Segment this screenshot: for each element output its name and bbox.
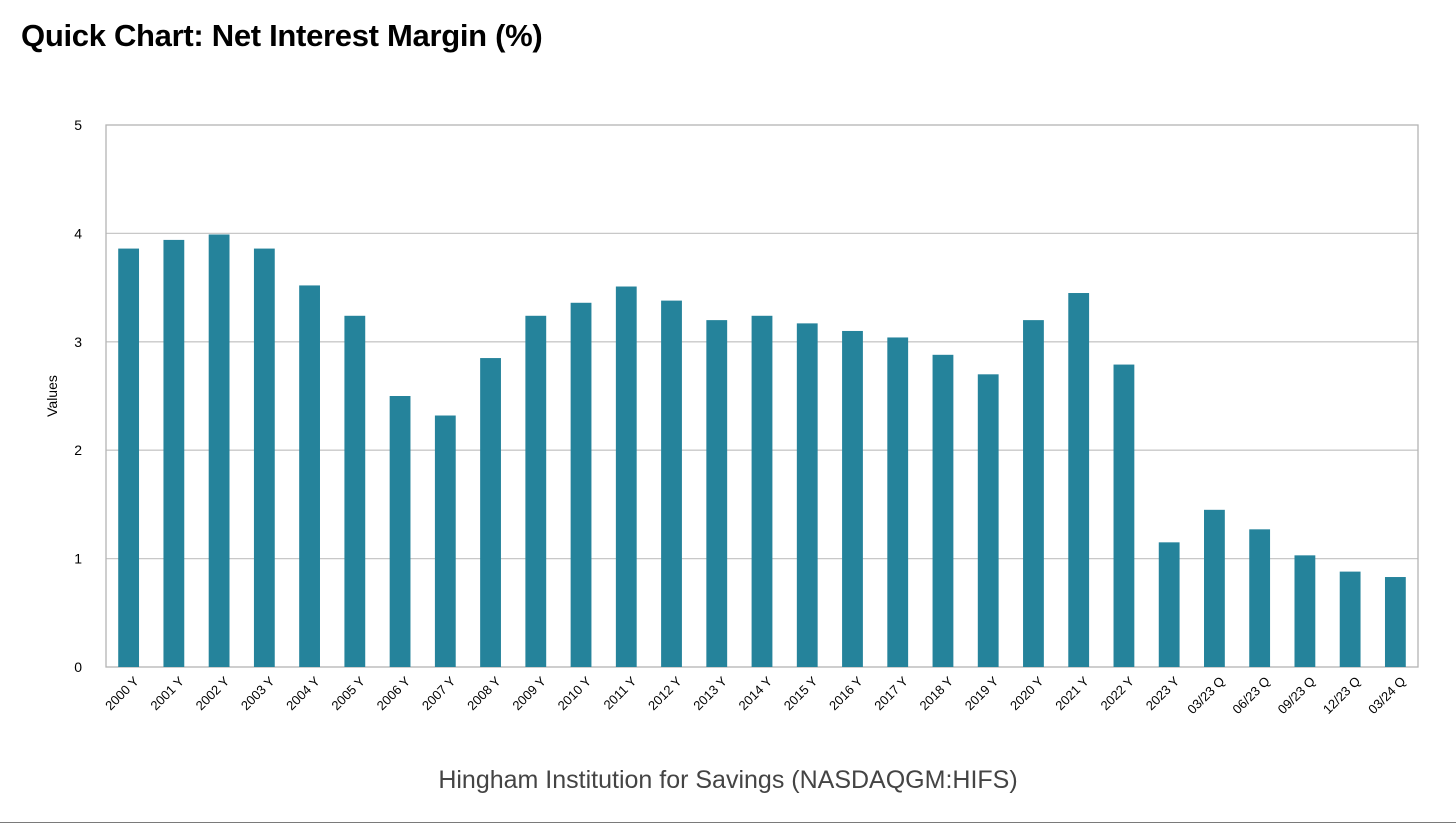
x-tick-label: 2016 Y (826, 673, 866, 713)
x-tick-label: 2002 Y (193, 673, 233, 713)
y-tick-label: 2 (74, 442, 82, 458)
x-tick-label: 09/23 Q (1275, 674, 1318, 717)
y-tick-label: 1 (74, 551, 82, 567)
bar (208, 234, 230, 667)
bar (615, 286, 637, 667)
x-tick-label: 03/24 Q (1365, 674, 1408, 717)
bar (932, 354, 954, 667)
x-tick-label: 2012 Y (645, 673, 685, 713)
x-tick-label: 2011 Y (600, 673, 639, 712)
bar (1113, 364, 1135, 667)
x-tick-label: 03/23 Q (1184, 674, 1227, 717)
bar (1023, 320, 1044, 667)
bar (1249, 529, 1271, 667)
bar (1158, 542, 1180, 667)
bar (344, 315, 366, 667)
bar (299, 285, 320, 667)
chart-title: Quick Chart: Net Interest Margin (%) (21, 18, 543, 53)
x-tick-label: 2003 Y (238, 673, 278, 713)
x-tick-label: 2004 Y (283, 673, 323, 713)
bar (977, 374, 999, 667)
bar (118, 248, 140, 668)
bar (1068, 293, 1090, 667)
x-tick-label: 2005 Y (328, 673, 368, 713)
x-tick-label: 2018 Y (917, 673, 957, 713)
bar (389, 396, 411, 667)
x-tick-label: 2007 Y (419, 673, 459, 713)
x-tick-label: 2020 Y (1007, 673, 1047, 713)
bottom-divider (0, 822, 1456, 823)
y-axis-label: Values (44, 375, 60, 417)
x-tick-label: 2017 Y (871, 673, 911, 713)
bar (751, 315, 773, 667)
bar (480, 358, 501, 667)
x-tick-label: 2008 Y (464, 673, 504, 713)
x-tick-label: 2019 Y (962, 673, 1002, 713)
bar (887, 337, 909, 667)
bar (570, 302, 592, 667)
x-tick-label: 2014 Y (736, 673, 776, 713)
x-tick-label: 06/23 Q (1229, 674, 1272, 717)
bar (525, 315, 547, 667)
bar (1204, 509, 1225, 667)
x-tick-label: 2009 Y (509, 673, 549, 713)
bar (1384, 577, 1406, 667)
bar (706, 320, 728, 667)
y-tick-label: 3 (74, 334, 82, 350)
bar (163, 239, 185, 668)
x-tick-label: 2013 Y (690, 673, 730, 713)
bar (842, 330, 863, 667)
x-tick-label: 2001 Y (147, 673, 187, 713)
x-tick-label: 2010 Y (555, 673, 595, 713)
y-tick-label: 0 (74, 659, 82, 675)
x-tick-label: 2023 Y (1143, 673, 1183, 713)
bar (253, 248, 275, 668)
x-tick-label: 2021 Y (1052, 673, 1092, 713)
bar (1294, 555, 1316, 667)
bar (661, 300, 682, 667)
bar (796, 323, 818, 667)
y-tick-label: 5 (74, 117, 82, 133)
y-tick-label: 4 (74, 225, 82, 241)
bar (1339, 571, 1361, 667)
x-tick-label: 2000 Y (102, 673, 142, 713)
x-tick-label: 2015 Y (781, 673, 821, 713)
x-tick-label: 2006 Y (374, 673, 414, 713)
x-tick-label: 12/23 Q (1320, 674, 1363, 717)
x-axis-label: Hingham Institution for Savings (NASDAQG… (438, 766, 1017, 794)
x-tick-label: 2022 Y (1097, 673, 1137, 713)
bar (434, 415, 456, 667)
